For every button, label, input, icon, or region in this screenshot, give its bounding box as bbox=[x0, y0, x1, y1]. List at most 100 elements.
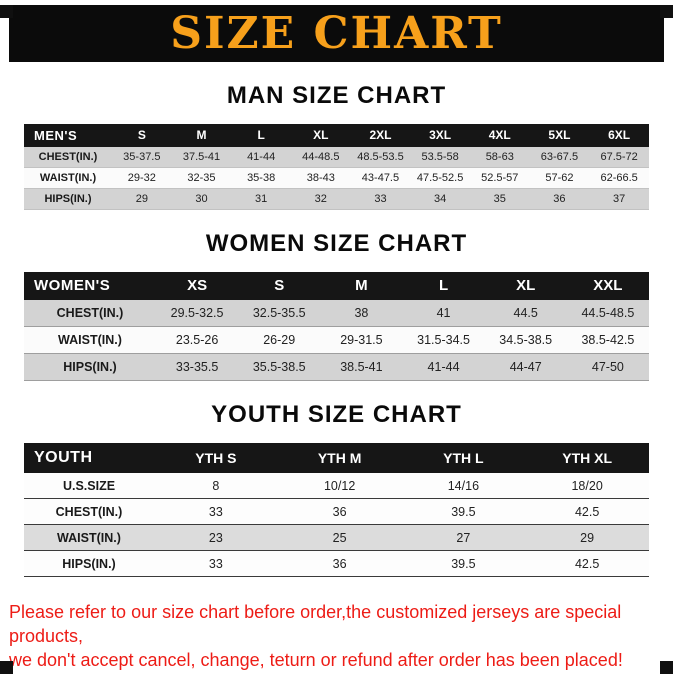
size-value-cell: 38 bbox=[320, 299, 403, 328]
size-value-cell: 63-67.5 bbox=[529, 146, 590, 169]
size-value-cell: 34.5-38.5 bbox=[484, 326, 567, 355]
men-table-title: MEN'S bbox=[24, 123, 112, 147]
men-size-column-header: XL bbox=[290, 123, 351, 147]
men-size-column-header: 4XL bbox=[469, 123, 530, 147]
women-size-column-header: XL bbox=[484, 271, 567, 300]
measurement-row-label: HIPS(IN.) bbox=[24, 188, 112, 211]
youth-size-column-header: YTH L bbox=[401, 442, 526, 473]
size-value-cell: 38.5-41 bbox=[320, 353, 403, 382]
men-section-heading: MAN SIZE CHART bbox=[226, 82, 447, 109]
women-size-column-header: S bbox=[238, 271, 321, 300]
men-table-row: CHEST(IN.) 35-37.5 37.5-41 41-44 44-48.5 48.5… bbox=[24, 146, 649, 169]
women-size-table: WOMEN'S XS S M L XL XXL CHEST(IN.) 29.5-32.5 32.5… bbox=[24, 271, 649, 382]
size-value-cell: 33 bbox=[154, 498, 278, 526]
size-value-cell: 29 bbox=[525, 524, 649, 552]
sections-container: MAN SIZE CHART MEN'S S M L XL 2XL 3XL 4XL 5XL 6XL C… bbox=[0, 82, 673, 578]
size-value-cell: 27 bbox=[401, 524, 526, 552]
size-value-cell: 53.5-58 bbox=[410, 146, 470, 169]
women-table-title: WOMEN'S bbox=[24, 271, 156, 300]
youth-header-row: YOUTH YTH S YTH M YTH L YTH XL bbox=[24, 442, 649, 473]
men-size-column-header: 2XL bbox=[350, 123, 411, 147]
size-value-cell: 38-43 bbox=[290, 167, 351, 190]
size-value-cell: 31.5-34.5 bbox=[402, 326, 485, 355]
size-value-cell: 32 bbox=[290, 188, 351, 211]
size-value-cell: 25 bbox=[277, 524, 402, 552]
size-value-cell: 43-47.5 bbox=[350, 167, 411, 190]
size-value-cell: 58-63 bbox=[469, 146, 530, 169]
size-value-cell: 31 bbox=[231, 188, 291, 211]
size-value-cell: 48.5-53.5 bbox=[350, 146, 411, 169]
youth-section-heading: YOUTH SIZE CHART bbox=[211, 401, 462, 429]
youth-size-table: YOUTH YTH S YTH M YTH L YTH XL U.S.SIZE 8 10/12… bbox=[24, 442, 649, 578]
corner-mark-top-left bbox=[0, 5, 13, 18]
corner-mark-bottom-right bbox=[660, 661, 673, 674]
women-chart-section: WOMEN SIZE CHART WOMEN'S XS S M L XL XXL CHEST(I… bbox=[0, 230, 673, 382]
title-banner: SIZE CHART bbox=[9, 5, 664, 62]
women-section-heading: WOMEN SIZE CHART bbox=[205, 230, 468, 258]
size-value-cell: 29-32 bbox=[112, 167, 172, 190]
size-value-cell: 23 bbox=[154, 524, 278, 552]
size-value-cell: 37 bbox=[589, 188, 649, 211]
measurement-row-label: HIPS(IN.) bbox=[24, 353, 156, 382]
size-value-cell: 44-48.5 bbox=[290, 146, 351, 169]
youth-table-title: YOUTH bbox=[24, 442, 154, 473]
youth-table-row: CHEST(IN.) 33 36 39.5 42.5 bbox=[24, 498, 649, 526]
measurement-row-label: WAIST(IN.) bbox=[24, 524, 154, 552]
women-size-column-header: L bbox=[402, 271, 485, 300]
size-value-cell: 41-44 bbox=[402, 353, 485, 382]
size-value-cell: 37.5-41 bbox=[171, 146, 232, 169]
size-value-cell: 47-50 bbox=[566, 353, 649, 382]
size-value-cell: 57-62 bbox=[529, 167, 590, 190]
size-value-cell: 30 bbox=[171, 188, 232, 211]
size-value-cell: 14/16 bbox=[401, 472, 526, 500]
women-table-row: HIPS(IN.) 33-35.5 35.5-38.5 38.5-41 41-44 44-… bbox=[24, 353, 649, 382]
youth-size-column-header: YTH M bbox=[277, 442, 402, 473]
size-value-cell: 35-38 bbox=[231, 167, 291, 190]
footer-line-1: Please refer to our size chart before or… bbox=[9, 602, 622, 647]
size-value-cell: 36 bbox=[277, 498, 402, 526]
size-value-cell: 44-47 bbox=[484, 353, 567, 382]
size-value-cell: 36 bbox=[529, 188, 590, 211]
size-value-cell: 35.5-38.5 bbox=[238, 353, 321, 382]
size-value-cell: 52.5-57 bbox=[469, 167, 530, 190]
size-value-cell: 8 bbox=[154, 472, 278, 500]
footer-notice: Please refer to our size chart before or… bbox=[9, 601, 663, 672]
size-value-cell: 44.5-48.5 bbox=[566, 299, 649, 328]
size-value-cell: 26-29 bbox=[238, 326, 321, 355]
corner-mark-bottom-left bbox=[0, 661, 13, 674]
size-value-cell: 35-37.5 bbox=[112, 146, 172, 169]
size-value-cell: 39.5 bbox=[401, 498, 526, 526]
men-header-row: MEN'S S M L XL 2XL 3XL 4XL 5XL 6XL bbox=[24, 123, 649, 147]
size-value-cell: 29 bbox=[112, 188, 172, 211]
size-value-cell: 41 bbox=[402, 299, 485, 328]
youth-chart-section: YOUTH SIZE CHART YOUTH YTH S YTH M YTH L YTH … bbox=[0, 401, 673, 578]
measurement-row-label: HIPS(IN.) bbox=[24, 550, 154, 578]
youth-table-row: HIPS(IN.) 33 36 39.5 42.5 bbox=[24, 550, 649, 578]
men-size-column-header: M bbox=[171, 123, 232, 147]
size-value-cell: 23.5-26 bbox=[156, 326, 239, 355]
size-value-cell: 32.5-35.5 bbox=[238, 299, 321, 328]
women-header-row: WOMEN'S XS S M L XL XXL bbox=[24, 271, 649, 300]
size-value-cell: 33 bbox=[154, 550, 278, 578]
size-value-cell: 42.5 bbox=[525, 498, 649, 526]
youth-table-row: U.S.SIZE 8 10/12 14/16 18/20 bbox=[24, 472, 649, 500]
size-value-cell: 29-31.5 bbox=[320, 326, 403, 355]
men-size-column-header: 6XL bbox=[589, 123, 649, 147]
men-size-column-header: S bbox=[112, 123, 172, 147]
men-chart-section: MAN SIZE CHART MEN'S S M L XL 2XL 3XL 4XL 5XL 6XL C… bbox=[0, 82, 673, 211]
size-value-cell: 33-35.5 bbox=[156, 353, 239, 382]
size-value-cell: 34 bbox=[410, 188, 470, 211]
size-value-cell: 36 bbox=[277, 550, 402, 578]
women-size-column-header: XXL bbox=[566, 271, 649, 300]
measurement-row-label: WAIST(IN.) bbox=[24, 167, 112, 190]
women-table-row: CHEST(IN.) 29.5-32.5 32.5-35.5 38 41 44.5 44.5… bbox=[24, 299, 649, 328]
youth-table-row: WAIST(IN.) 23 25 27 29 bbox=[24, 524, 649, 552]
men-size-table: MEN'S S M L XL 2XL 3XL 4XL 5XL 6XL CHEST(IN.) 35-37… bbox=[24, 123, 649, 211]
men-table-row: WAIST(IN.) 29-32 32-35 35-38 38-43 43-47.5 47.… bbox=[24, 167, 649, 190]
men-size-column-header: L bbox=[231, 123, 291, 147]
size-value-cell: 32-35 bbox=[171, 167, 232, 190]
men-size-column-header: 5XL bbox=[529, 123, 590, 147]
size-value-cell: 47.5-52.5 bbox=[410, 167, 470, 190]
measurement-row-label: CHEST(IN.) bbox=[24, 498, 154, 526]
size-value-cell: 38.5-42.5 bbox=[566, 326, 649, 355]
